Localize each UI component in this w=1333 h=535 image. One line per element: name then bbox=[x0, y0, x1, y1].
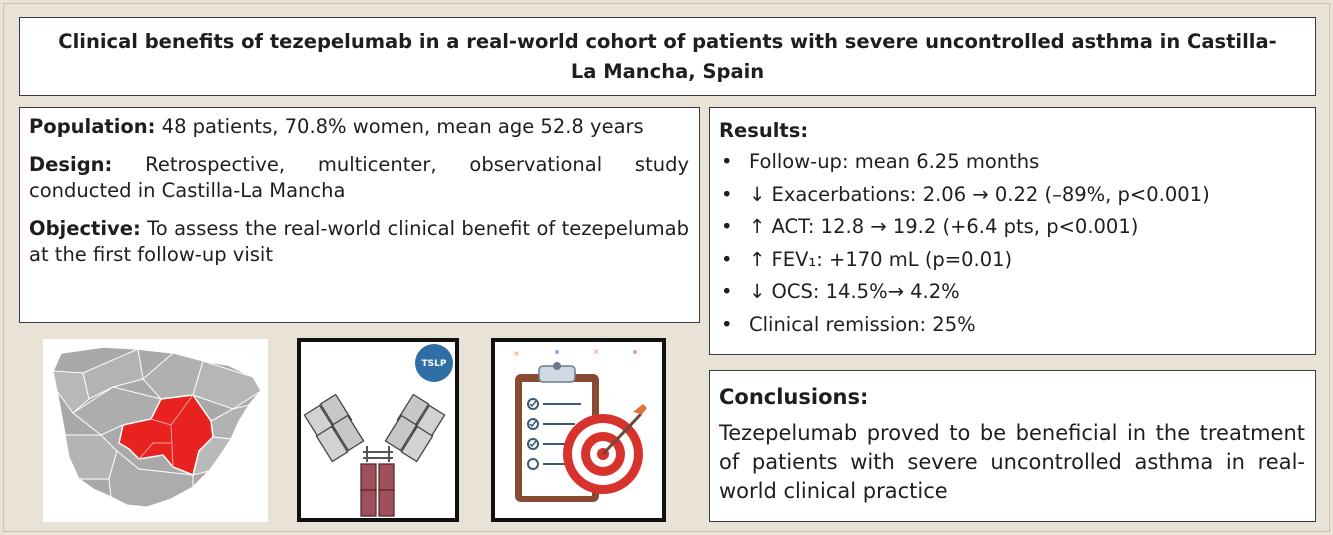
conclusions-text: Tezepelumab proved to be beneficial in t… bbox=[719, 421, 1305, 503]
objective-text: To assess the real-world clinical benefi… bbox=[29, 217, 689, 266]
title-box: Clinical benefits of tezepelumab in a re… bbox=[19, 17, 1316, 96]
population-paragraph: Population: 48 patients, 70.8% women, me… bbox=[29, 114, 689, 140]
design-text: Retrospective, multicenter, observationa… bbox=[29, 153, 689, 202]
results-box: Results: Follow-up: mean 6.25 months ↓ E… bbox=[709, 107, 1316, 355]
spain-map-icon bbox=[43, 339, 268, 522]
result-item: Follow-up: mean 6.25 months bbox=[719, 146, 1305, 179]
svg-text:×: × bbox=[593, 347, 600, 356]
results-list: Follow-up: mean 6.25 months ↓ Exacerbati… bbox=[719, 146, 1305, 341]
conclusions-box: Conclusions: Tezepelumab proved to be be… bbox=[709, 370, 1316, 522]
antibody-icon: TSLP bbox=[297, 338, 459, 522]
population-label: Population: bbox=[29, 115, 156, 138]
results-heading: Results: bbox=[719, 119, 809, 142]
result-item: ↑ FEV₁: +170 mL (p=0.01) bbox=[719, 244, 1305, 277]
svg-text:×: × bbox=[513, 349, 520, 358]
study-info-box: Population: 48 patients, 70.8% women, me… bbox=[19, 107, 700, 323]
objective-paragraph: Objective: To assess the real-world clin… bbox=[29, 216, 689, 268]
outer-frame bbox=[3, 3, 1330, 532]
conclusions-heading: Conclusions: bbox=[719, 385, 869, 409]
result-item: ↓ OCS: 14.5%→ 4.2% bbox=[719, 276, 1305, 309]
objective-label: Objective: bbox=[29, 217, 141, 240]
tslp-badge-text: TSLP bbox=[422, 359, 447, 369]
result-item: Clinical remission: 25% bbox=[719, 309, 1305, 342]
page-title: Clinical benefits of tezepelumab in a re… bbox=[58, 29, 1277, 83]
clipboard-target-icon: × × bbox=[491, 338, 666, 522]
result-item: ↑ ACT: 12.8 → 19.2 (+6.4 pts, p<0.001) bbox=[719, 211, 1305, 244]
result-item: ↓ Exacerbations: 2.06 → 0.22 (–89%, p<0.… bbox=[719, 179, 1305, 212]
design-label: Design: bbox=[29, 153, 113, 176]
population-text: 48 patients, 70.8% women, mean age 52.8 … bbox=[155, 115, 644, 138]
design-paragraph: Design: Retrospective, multicenter, obse… bbox=[29, 152, 689, 204]
